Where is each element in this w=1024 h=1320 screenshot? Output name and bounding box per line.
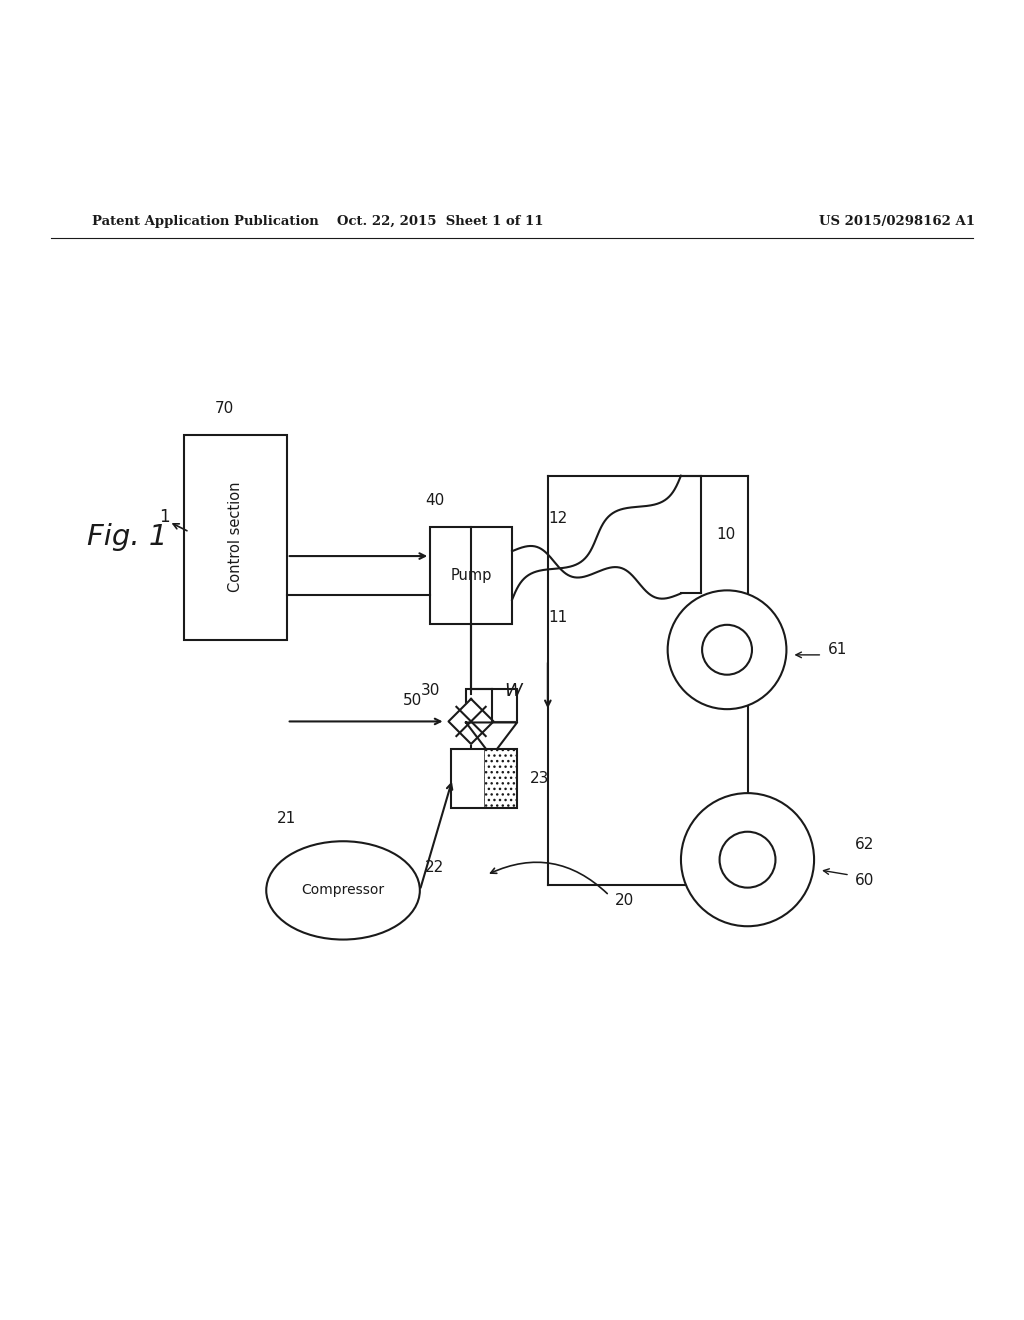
Bar (451, 748, 517, 808)
Text: W: W (505, 681, 522, 700)
Text: 30: 30 (421, 684, 440, 698)
Text: Oct. 22, 2015  Sheet 1 of 11: Oct. 22, 2015 Sheet 1 of 11 (337, 215, 544, 228)
Text: 61: 61 (827, 643, 847, 657)
Text: 22: 22 (425, 861, 444, 875)
Text: 62: 62 (855, 837, 874, 851)
Text: Patent Application Publication: Patent Application Publication (92, 215, 318, 228)
Text: 20: 20 (614, 894, 634, 908)
Bar (466, 689, 517, 722)
Text: 21: 21 (276, 810, 296, 826)
Text: 23: 23 (529, 771, 549, 787)
Circle shape (668, 590, 786, 709)
Circle shape (720, 832, 775, 887)
Text: 12: 12 (548, 511, 567, 525)
Text: 1: 1 (159, 508, 169, 525)
Text: US 2015/0298162 A1: US 2015/0298162 A1 (819, 215, 975, 228)
Polygon shape (449, 698, 494, 744)
Ellipse shape (266, 841, 420, 940)
Text: Compressor: Compressor (301, 883, 385, 898)
Bar (430, 527, 512, 624)
Text: Fig. 1: Fig. 1 (87, 523, 167, 552)
Polygon shape (466, 722, 517, 756)
Circle shape (681, 793, 814, 927)
Text: 70: 70 (215, 401, 234, 416)
Circle shape (702, 624, 752, 675)
Text: 11: 11 (548, 610, 567, 626)
Bar (184, 434, 287, 639)
Text: 60: 60 (855, 873, 874, 887)
Text: 50: 50 (402, 693, 422, 709)
Text: 10: 10 (717, 527, 736, 543)
Bar (484, 748, 517, 808)
Text: Control section: Control section (228, 482, 243, 593)
Text: 40: 40 (425, 494, 444, 508)
Text: Pump: Pump (451, 568, 492, 583)
